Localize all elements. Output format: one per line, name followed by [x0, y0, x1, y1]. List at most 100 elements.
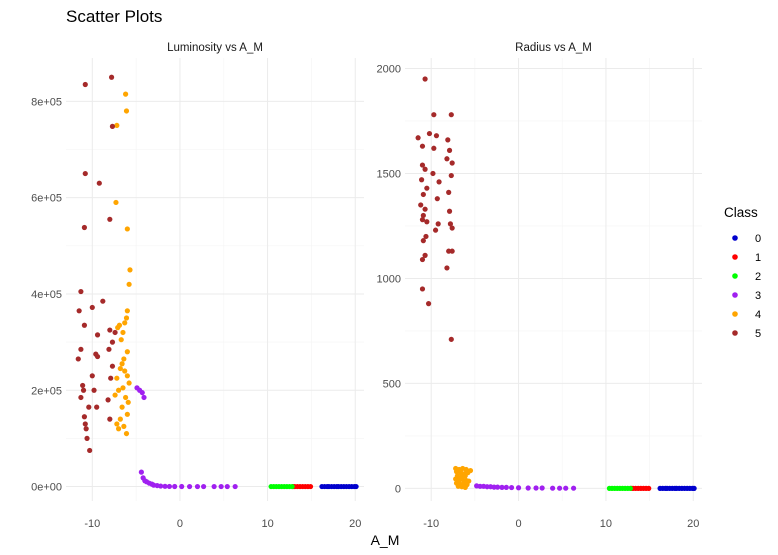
luminosity-point-class-3 [138, 469, 144, 475]
radius-point-class-5 [419, 177, 425, 183]
radius-point-class-5 [426, 130, 433, 137]
luminosity-point-class-4 [121, 423, 127, 429]
legend-label-class-4: 4 [755, 309, 761, 321]
luminosity-point-class-4 [124, 411, 130, 417]
luminosity-y-tick-label: 4e+05 [31, 289, 62, 301]
luminosity-point-class-5 [80, 382, 86, 389]
luminosity-point-class-5 [108, 74, 115, 80]
legend-label-class-3: 3 [755, 290, 761, 302]
radius-point-class-3 [499, 484, 505, 490]
luminosity-point-class-3 [201, 483, 207, 490]
luminosity-point-class-5 [108, 375, 114, 381]
radius-point-class-5 [419, 256, 426, 263]
radius-point-class-5 [422, 76, 428, 82]
luminosity-point-class-3 [139, 390, 145, 396]
luminosity-x-tick-label: 20 [349, 518, 361, 530]
luminosity-point-class-5 [91, 387, 97, 393]
luminosity-point-class-5 [80, 387, 87, 393]
radius-point-class-5 [415, 135, 421, 141]
radius-point-class-5 [432, 227, 439, 233]
luminosity-x-tick-label: -10 [84, 518, 100, 530]
luminosity-point-class-5 [94, 332, 101, 338]
legend-key-class-1 [732, 254, 738, 260]
luminosity-point-class-5 [105, 397, 111, 403]
radius-point-class-5 [422, 166, 428, 172]
luminosity-point-class-4 [121, 356, 127, 362]
radius-point-class-2 [627, 485, 633, 491]
radius-point-class-5 [446, 147, 453, 153]
luminosity-point-class-4 [114, 375, 120, 381]
luminosity-point-class-5 [86, 404, 92, 410]
luminosity-point-class-5 [106, 346, 112, 352]
radius-point-class-5 [424, 185, 430, 191]
legend-label-class-2: 2 [755, 271, 761, 283]
legend-key-class-4 [732, 311, 738, 317]
luminosity-point-class-5 [89, 304, 95, 311]
luminosity-panel-strip-label: Luminosity vs A_M [167, 42, 263, 54]
luminosity-point-class-3 [166, 483, 173, 490]
radius-y-tick-label: 500 [383, 378, 401, 390]
luminosity-point-class-5 [84, 435, 90, 441]
luminosity-point-class-4 [126, 281, 132, 287]
luminosity-point-class-5 [107, 416, 113, 422]
luminosity-point-class-1 [307, 483, 314, 490]
luminosity-point-class-5 [100, 298, 106, 304]
radius-point-class-3 [550, 485, 556, 491]
luminosity-point-class-5 [82, 170, 88, 177]
radius-point-class-5 [449, 225, 455, 231]
luminosity-point-class-4 [123, 430, 130, 437]
radius-point-class-4 [462, 473, 468, 479]
radius-point-class-4 [453, 469, 460, 475]
luminosity-point-class-4 [117, 365, 123, 372]
luminosity-point-class-3 [194, 483, 201, 490]
luminosity-point-class-0 [353, 483, 359, 490]
radius-x-tick-label: 20 [687, 518, 699, 530]
luminosity-point-class-5 [76, 308, 82, 314]
radius-point-class-5 [444, 265, 450, 271]
radius-y-tick-label: 2000 [377, 63, 401, 75]
luminosity-point-class-4 [124, 349, 130, 355]
radius-point-class-0 [691, 485, 697, 491]
radius-panel-strip-label: Radius vs A_M [515, 42, 592, 54]
radius-point-class-3 [539, 485, 545, 491]
x-axis-title: A_M [371, 532, 400, 548]
radius-point-class-5 [420, 238, 426, 244]
radius-point-class-5 [430, 170, 436, 177]
legend: Class 0 1 2 3 4 5 [724, 205, 761, 340]
luminosity-point-class-5 [96, 180, 102, 186]
radius-point-class-3 [557, 485, 563, 491]
luminosity-x-tick-label: 0 [177, 518, 183, 530]
radius-point-class-5 [424, 219, 430, 225]
luminosity-point-class-5 [112, 329, 118, 336]
luminosity-point-class-5 [81, 322, 88, 328]
luminosity-point-class-4 [122, 368, 128, 374]
luminosity-x-tick-label: 10 [261, 518, 273, 530]
radius-x-tick-label: -10 [423, 518, 439, 530]
radius-y-tick-label: 1000 [377, 273, 401, 285]
radius-point-class-3 [525, 485, 531, 491]
luminosity-point-class-4 [123, 91, 129, 97]
legend-title: Class [724, 205, 758, 220]
luminosity-panel: -10 0 10 20 0e+00 2e+05 4e+05 6e+05 8e+05 Lumino… [31, 42, 364, 530]
luminosity-point-class-3 [179, 483, 185, 490]
legend-label-class-5: 5 [755, 328, 761, 340]
luminosity-y-tick-label: 8e+05 [31, 96, 62, 108]
radius-point-class-3 [515, 485, 522, 491]
legend-label-class-0: 0 [755, 233, 761, 245]
radius-panel: -10 0 10 20 0 500 1000 1500 2000 Radius vs A_M [377, 42, 702, 530]
radius-point-class-3 [570, 485, 577, 491]
radius-point-class-5 [425, 301, 432, 307]
radius-point-class-3 [503, 484, 509, 490]
luminosity-point-class-5 [87, 447, 93, 454]
luminosity-point-class-5 [94, 353, 101, 360]
radius-point-class-5 [447, 221, 454, 227]
luminosity-point-class-3 [232, 483, 238, 490]
radius-point-class-5 [422, 206, 428, 212]
luminosity-point-class-3 [224, 483, 230, 490]
radius-point-class-5 [431, 145, 437, 151]
luminosity-point-class-4 [115, 387, 122, 393]
radius-point-class-3 [494, 484, 501, 490]
luminosity-point-class-5 [82, 81, 88, 88]
luminosity-point-class-4 [120, 329, 126, 336]
luminosity-point-class-4 [115, 426, 122, 432]
